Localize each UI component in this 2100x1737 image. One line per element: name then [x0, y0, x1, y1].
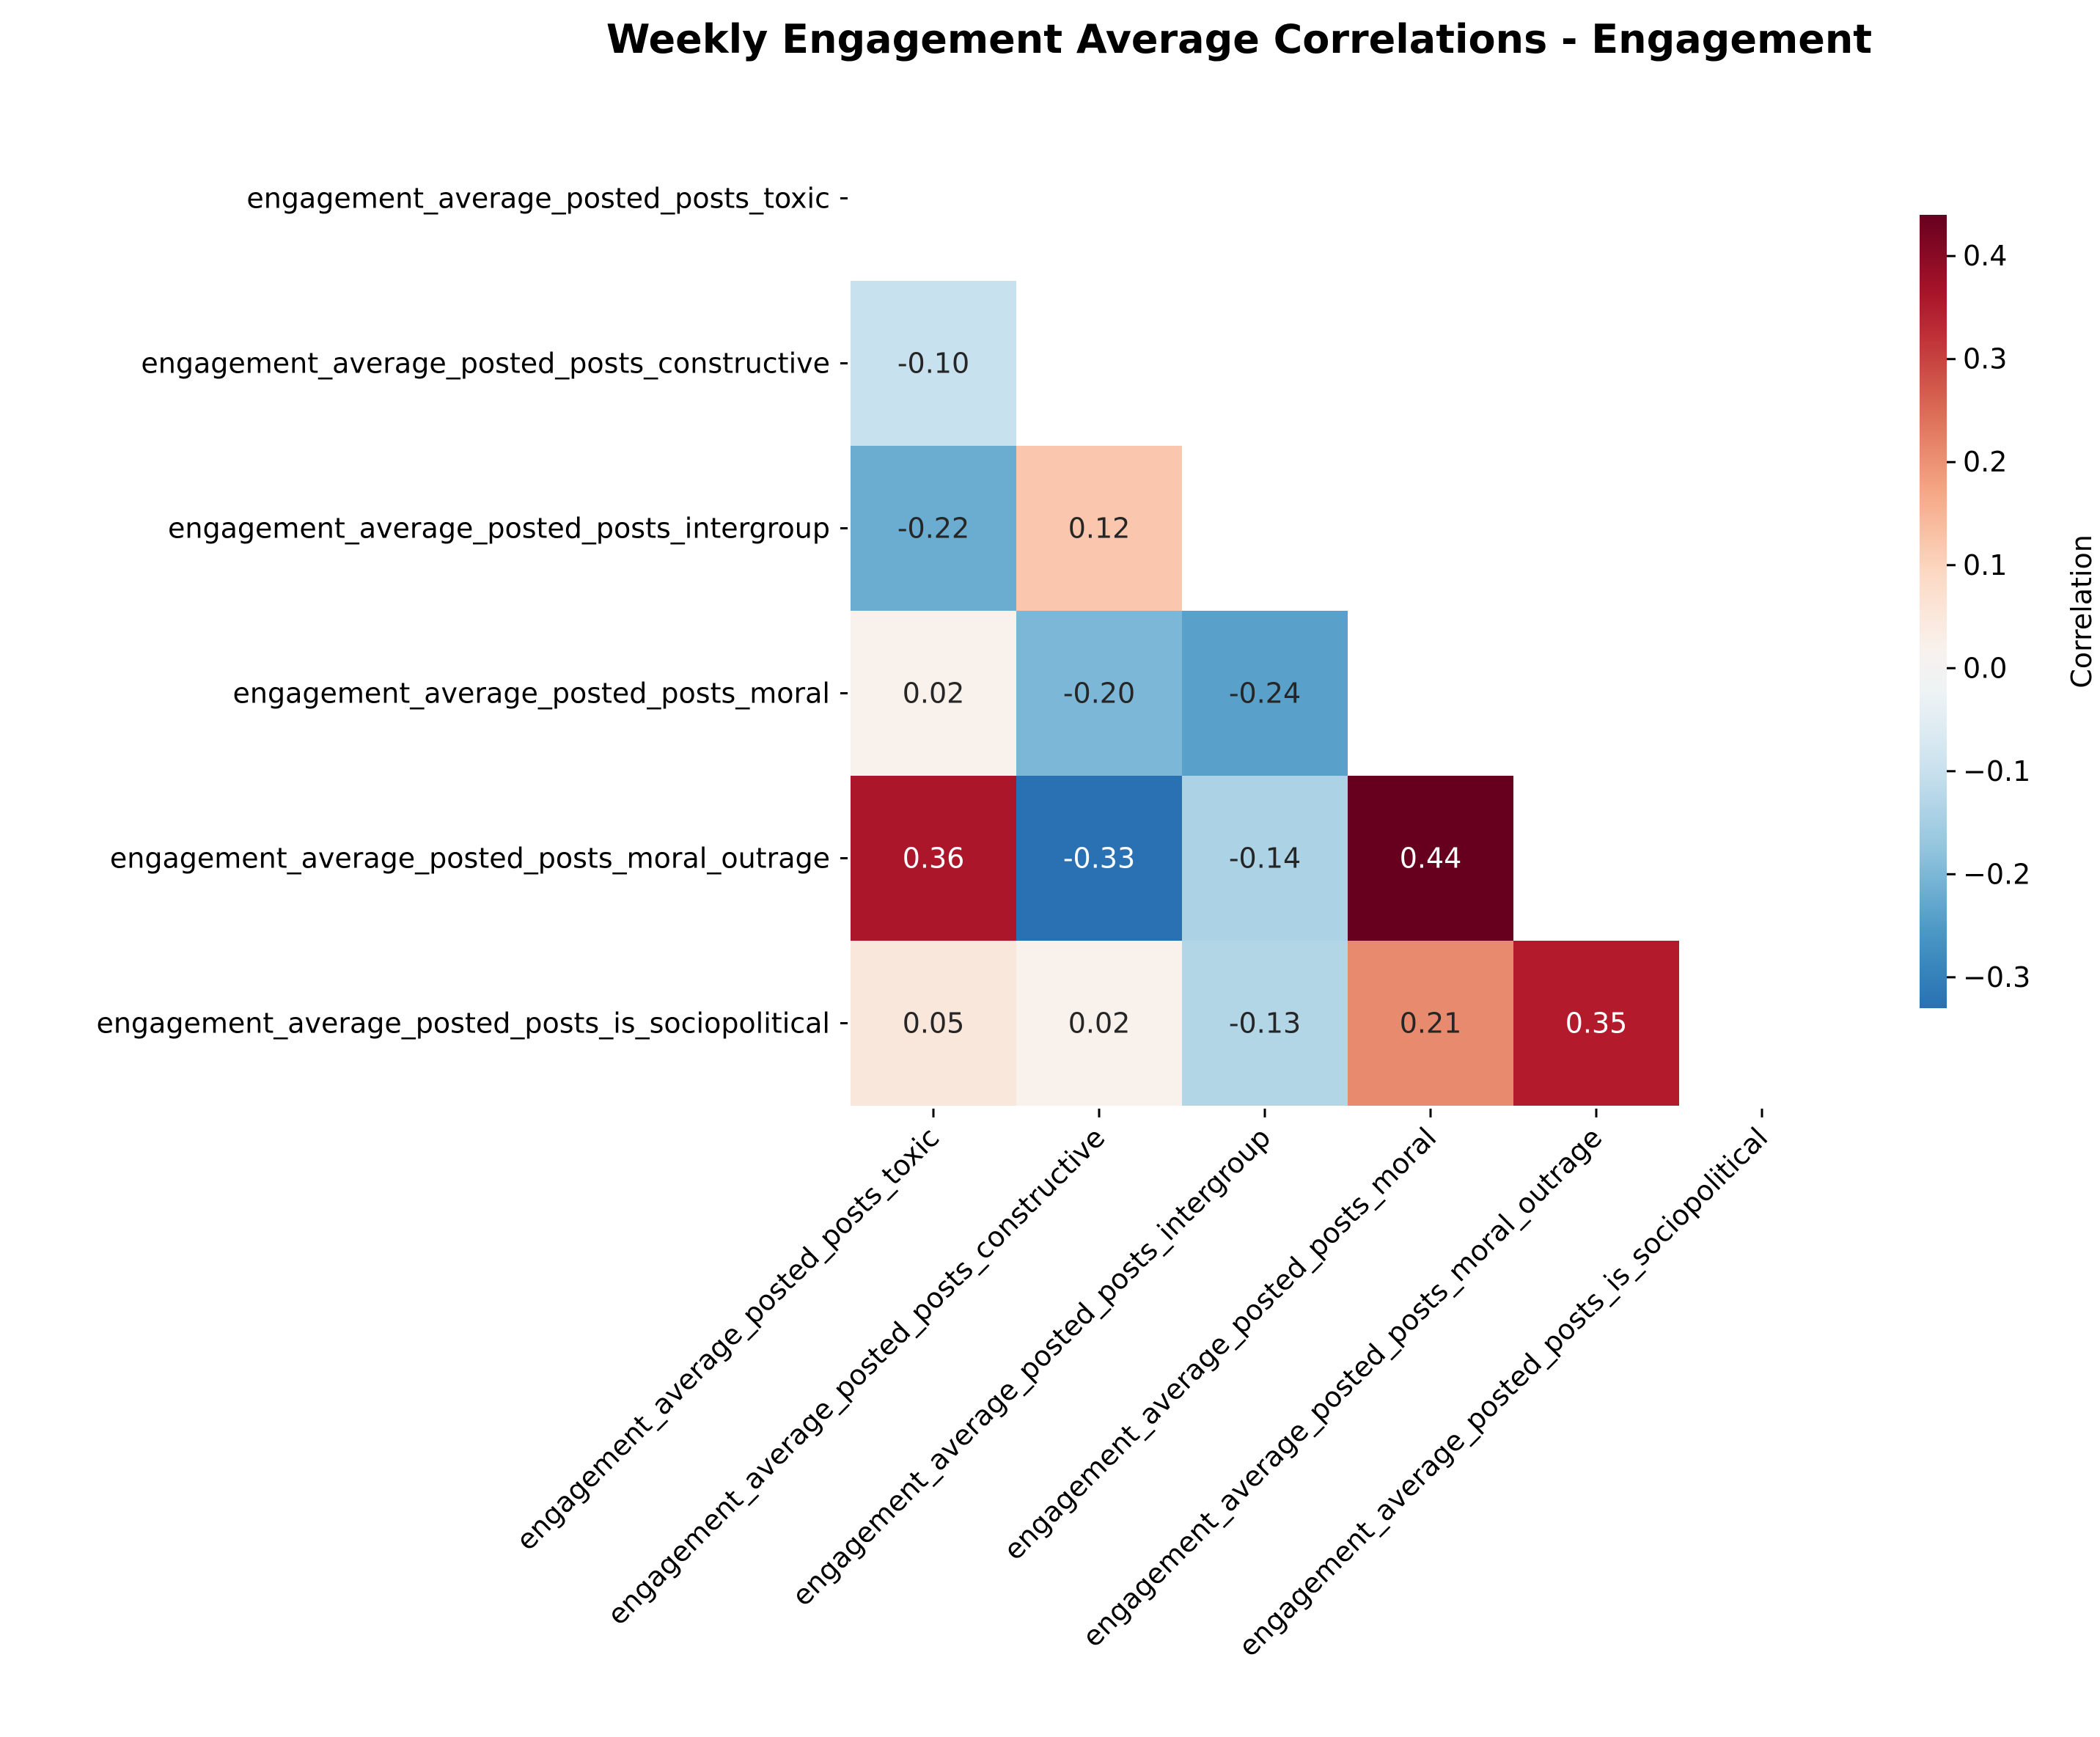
y-tick-label: engagement_average_posted_posts_intergro…	[168, 513, 830, 545]
y-tick-label: engagement_average_posted_posts_toxic	[246, 183, 830, 215]
colorbar-tick-label: −0.3	[1963, 961, 2030, 994]
heatmap-cell	[1016, 446, 1182, 611]
heatmap-cell-label: -0.22	[897, 513, 969, 545]
heatmap-cell-label: 0.02	[903, 677, 965, 710]
x-axis-tick-labels: engagement_average_posted_posts_toxiceng…	[510, 1109, 1774, 1663]
x-tick-label: engagement_average_posted_posts_is_socio…	[1233, 1121, 1774, 1663]
heatmap-cell	[1348, 776, 1513, 941]
heatmap-cell-label: -0.14	[1229, 842, 1301, 875]
heatmap-cell	[1348, 941, 1513, 1106]
colorbar-gradient	[1920, 215, 1947, 1008]
heatmap-cell	[851, 281, 1016, 446]
colorbar: −0.3 −0.2 −0.1 0.0 0.1 0.2 0.3 0.4 Correlation	[1920, 215, 2098, 1008]
heatmap-cells: -0.10 -0.22 0.12 0.02 -0.20 -0.24 0.36 -0.33 -0.…	[851, 281, 1679, 1106]
colorbar-label: Correlation	[2066, 535, 2098, 688]
y-axis-tick-labels: engagement_average_posted_posts_toxiceng…	[96, 183, 848, 1040]
heatmap-cell	[851, 611, 1016, 776]
heatmap-cell	[1182, 611, 1348, 776]
heatmap-cell-label: 0.44	[1400, 842, 1462, 875]
heatmap-cell-label: -0.10	[897, 348, 969, 380]
y-tick-label: engagement_average_posted_posts_moral	[233, 677, 830, 710]
heatmap-cell-label: 0.21	[1400, 1007, 1462, 1040]
colorbar-tick-label: 0.3	[1963, 343, 2007, 375]
heatmap-cell-label: -0.33	[1063, 842, 1135, 875]
chart-title: Weekly Engagement Average Correlations -…	[606, 16, 1872, 62]
colorbar-tick-label: 0.4	[1963, 240, 2007, 272]
heatmap-cell-label: -0.13	[1229, 1007, 1301, 1040]
colorbar-tick-label: 0.1	[1963, 549, 2007, 581]
heatmap-cell-label: -0.24	[1229, 677, 1301, 710]
heatmap-cell	[1016, 611, 1182, 776]
heatmap-cell-label: 0.12	[1068, 513, 1131, 545]
heatmap-cell	[851, 446, 1016, 611]
heatmap-cell	[1182, 776, 1348, 941]
heatmap-cell	[851, 776, 1016, 941]
colorbar-tick-label: −0.1	[1963, 755, 2030, 787]
y-tick-label: engagement_average_posted_posts_is_socio…	[96, 1007, 830, 1040]
colorbar-ticks: −0.3 −0.2 −0.1 0.0 0.1 0.2 0.3 0.4	[1947, 240, 2030, 994]
heatmap-cell-label: 0.05	[903, 1007, 965, 1040]
heatmap-cell-label: 0.36	[903, 842, 965, 875]
colorbar-tick-label: 0.0	[1963, 652, 2007, 684]
y-tick-label: engagement_average_posted_posts_construc…	[141, 348, 830, 380]
heatmap-cell	[1016, 776, 1182, 941]
heatmap-cell	[851, 941, 1016, 1106]
heatmap-cell-label: -0.20	[1063, 677, 1135, 710]
heatmap-cell	[1016, 941, 1182, 1106]
colorbar-tick-label: −0.2	[1963, 858, 2030, 890]
colorbar-tick-label: 0.2	[1963, 446, 2007, 478]
y-tick-label: engagement_average_posted_posts_moral_ou…	[110, 842, 830, 875]
heatmap-cell-label: 0.35	[1565, 1007, 1628, 1040]
heatmap-cell	[1182, 941, 1348, 1106]
heatmap-cell	[1513, 941, 1679, 1106]
heatmap-cell-label: 0.02	[1068, 1007, 1131, 1040]
